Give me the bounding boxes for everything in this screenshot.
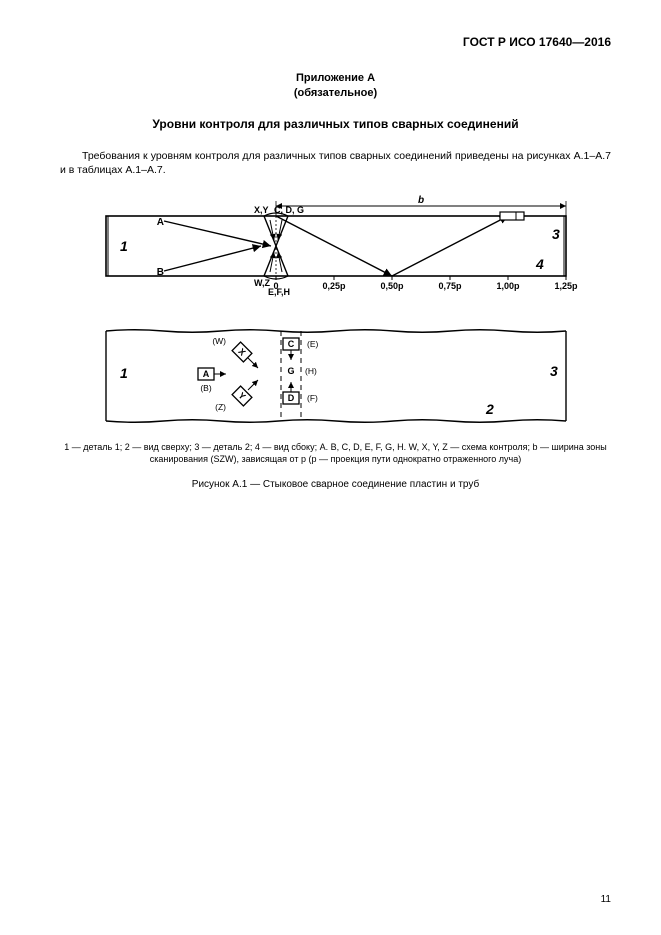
svg-text:1: 1 bbox=[120, 238, 128, 254]
svg-text:0,50p: 0,50p bbox=[380, 281, 404, 291]
svg-text:D: D bbox=[287, 393, 294, 403]
svg-text:(B): (B) bbox=[200, 383, 212, 393]
figure-a1-svg: bABX,YC, D, GW,ZE,F,H00,25p0,50p0,75p1,0… bbox=[86, 191, 586, 431]
svg-text:0,75p: 0,75p bbox=[438, 281, 462, 291]
svg-text:E,F,H: E,F,H bbox=[268, 287, 290, 297]
figure-a1: bABX,YC, D, GW,ZE,F,H00,25p0,50p0,75p1,0… bbox=[60, 191, 611, 431]
figure-caption: Рисунок А.1 — Стыковое сварное соединени… bbox=[60, 479, 611, 490]
intro-paragraph: Требования к уровням контроля для различ… bbox=[60, 149, 611, 177]
svg-text:C, D, G: C, D, G bbox=[274, 205, 304, 215]
appendix-label: Приложение А bbox=[296, 72, 375, 84]
svg-text:(H): (H) bbox=[305, 366, 317, 376]
appendix-heading: Приложение А (обязательное) bbox=[60, 71, 611, 101]
svg-text:3: 3 bbox=[550, 363, 558, 379]
svg-text:0: 0 bbox=[273, 281, 278, 291]
svg-text:b: b bbox=[417, 195, 423, 206]
figure-legend: 1 — деталь 1; 2 — вид сверху; 3 — деталь… bbox=[60, 441, 611, 465]
document-id: ГОСТ Р ИСО 17640—2016 bbox=[60, 35, 611, 49]
page-number: 11 bbox=[601, 894, 611, 905]
svg-text:0,25p: 0,25p bbox=[322, 281, 346, 291]
svg-text:(F): (F) bbox=[307, 393, 318, 403]
svg-text:X,Y: X,Y bbox=[254, 205, 269, 215]
svg-text:1,00p: 1,00p bbox=[496, 281, 520, 291]
svg-text:C: C bbox=[287, 339, 294, 349]
svg-text:4: 4 bbox=[535, 256, 544, 272]
svg-text:(Z): (Z) bbox=[215, 402, 226, 412]
svg-text:1: 1 bbox=[120, 365, 128, 381]
appendix-note: (обязательное) bbox=[294, 87, 377, 99]
svg-text:2: 2 bbox=[485, 401, 494, 417]
legend-line-1: 1 — деталь 1; 2 — вид сверху; 3 — деталь… bbox=[64, 442, 606, 452]
svg-text:3: 3 bbox=[552, 226, 560, 242]
legend-line-2: сканирования (SZW), зависящая от p (p — … bbox=[150, 454, 521, 464]
svg-text:A: A bbox=[156, 217, 163, 228]
svg-text:1,25p: 1,25p bbox=[554, 281, 578, 291]
svg-text:G: G bbox=[287, 366, 294, 376]
section-title: Уровни контроля для различных типов свар… bbox=[60, 117, 611, 131]
svg-text:B: B bbox=[156, 267, 163, 278]
svg-text:(E): (E) bbox=[307, 339, 319, 349]
svg-text:(W): (W) bbox=[212, 336, 226, 346]
svg-text:A: A bbox=[202, 369, 209, 379]
